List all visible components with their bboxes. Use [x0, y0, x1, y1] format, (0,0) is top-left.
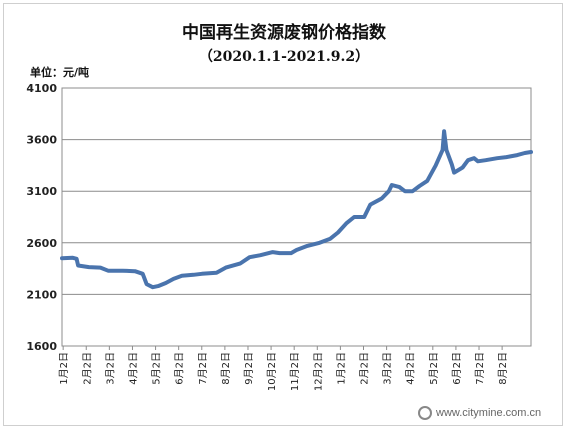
- x-tick-label: 8月2日: [220, 352, 232, 385]
- gridlines: [62, 87, 531, 347]
- watermark: www.citymine.com.cn: [418, 406, 568, 426]
- series-line: [60, 129, 533, 290]
- y-tick-label: 2600: [26, 237, 57, 250]
- x-tick-label: 12月2日: [312, 352, 324, 391]
- x-tick-label: 9月2日: [243, 352, 255, 385]
- x-tick-label: 5月2日: [151, 352, 163, 385]
- y-axis: 4100 3600 3100 2600 2100 1600: [26, 82, 57, 353]
- x-tick-label: 5月2日: [428, 352, 440, 385]
- unit-label: 单位：元/吨: [30, 65, 89, 79]
- x-tick-label: 1月2日: [335, 352, 347, 385]
- x-tick-label: 8月2日: [497, 352, 509, 385]
- x-tick-label: 4月2日: [127, 352, 139, 385]
- x-tick-label: 10月2日: [266, 352, 278, 391]
- x-tick-label: 7月2日: [197, 352, 209, 385]
- x-tick-label: 6月2日: [174, 352, 186, 385]
- chart-title: 中国再生资源废钢价格指数: [182, 22, 387, 43]
- x-tick-label: 3月2日: [104, 352, 116, 385]
- y-tick-label: 3600: [26, 134, 57, 147]
- y-tick-label: 3100: [26, 185, 57, 198]
- x-tick-label: 2月2日: [81, 352, 93, 385]
- y-tick-label: 2100: [26, 288, 57, 301]
- y-tick-label: 1600: [26, 340, 57, 353]
- plot-area: [61, 87, 532, 347]
- x-tick-label: 7月2日: [474, 352, 486, 385]
- x-tick-label: 1月2日: [58, 352, 70, 385]
- x-tick-label: 3月2日: [382, 352, 394, 385]
- chart-subtitle: （2020.1.1-2021.9.2）: [199, 49, 369, 65]
- watermark-text: www.citymine.com.cn: [436, 406, 542, 419]
- x-tick-label: 6月2日: [451, 352, 463, 385]
- watermark-logo-icon: [418, 406, 432, 420]
- x-tick-label: 2月2日: [359, 352, 371, 385]
- x-axis: 1月2日 2月2日 3月2日 4月2日 5月2日 6月2日 7月2日 8月2日 9月2日 10月2…: [58, 346, 509, 391]
- y-tick-label: 4100: [26, 82, 57, 95]
- chart-frame: [3, 3, 563, 426]
- x-tick-label: 4月2日: [405, 352, 417, 385]
- x-tick-label: 11月2日: [289, 352, 301, 391]
